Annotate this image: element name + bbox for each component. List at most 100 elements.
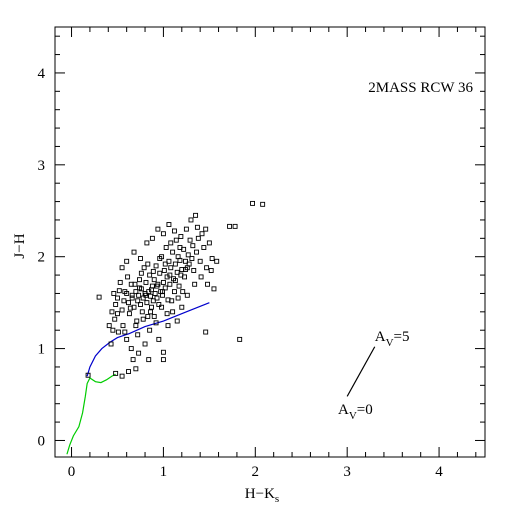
data-point [139,309,145,315]
data-point [205,281,210,287]
data-point [116,288,122,294]
loci-layer [66,302,376,455]
data-point [137,302,143,307]
data-point [111,291,117,296]
data-point [141,265,147,271]
x-tick-label: 3 [343,464,351,480]
data-point [108,341,114,347]
data-point [183,267,188,273]
reddening-vector-line [346,346,376,397]
data-point [121,298,127,304]
y-tick-label: 3 [38,158,46,174]
data-point [150,268,156,274]
data-point [152,291,158,296]
data-point [156,336,162,342]
data-point [160,279,166,285]
y-tick-label: 2 [38,250,46,266]
x-tick-label: 4 [435,464,443,480]
data-point [237,336,243,342]
data-point [145,261,151,267]
y-axis-label: J−H [12,233,28,258]
data-point [160,357,166,363]
data-point [96,294,102,300]
data-point [115,295,120,301]
data-point [164,311,170,317]
data-point [203,329,209,335]
data-point [144,240,150,246]
data-point [127,305,133,311]
data-point [119,373,125,379]
data-point [153,320,159,326]
data-point [260,201,266,207]
y-tick-label: 0 [38,433,46,449]
data-point [177,257,183,263]
y-tick-label: 4 [38,66,46,82]
data-point [115,311,120,317]
data-point [214,258,220,264]
data-point [113,370,119,376]
x-axis-label-main: H−K [245,486,275,502]
data-point [193,212,199,218]
data-point [109,309,115,315]
data-point [136,350,142,356]
data-point [250,200,255,206]
data-point [163,245,169,250]
data-point [119,265,125,271]
y-tick-label: 1 [38,342,46,358]
x-axis-label-subscript: s [275,493,279,505]
data-point [151,313,157,319]
data-point [168,240,174,246]
data-point [133,289,139,295]
data-point [172,278,178,284]
data-point [147,272,153,278]
data-point [131,249,137,255]
data-point [160,349,166,355]
data-point [112,316,118,322]
data-point [133,366,139,372]
ticks-layer [55,27,485,457]
data-point [177,245,183,250]
data-point [136,292,142,298]
data-point [124,258,130,264]
data-point [124,336,130,342]
data-point [178,234,184,239]
data-point [185,252,191,258]
data-point [171,228,177,234]
data-point [125,274,131,280]
data-point [192,281,198,287]
data-point [170,249,176,255]
data-point [140,316,146,322]
data-point [201,245,207,250]
data-point [169,298,175,304]
data-point [129,295,135,301]
data-point [148,309,154,315]
data-point [126,369,131,375]
data-point [153,263,159,269]
data-point [122,289,128,295]
data-point [144,300,150,306]
data-point [188,217,194,223]
chart-title: 2MASS RCW 36 [368,80,473,96]
data-point [175,295,181,301]
data-point [110,327,116,333]
data-point [156,302,162,307]
data-point [106,323,112,329]
data-point [186,261,192,267]
data-point [157,256,163,261]
data-point [227,223,233,229]
data-point [194,249,199,255]
data-point [134,318,140,324]
data-point [129,292,135,298]
data-point [170,309,176,315]
data-point [162,261,168,267]
data-point [149,304,154,310]
data-point [173,237,179,243]
reddening-annotation: AV=0 [338,402,373,422]
plot-frame [54,26,486,458]
data-point [137,277,142,283]
data-point [135,332,141,338]
data-point [150,298,156,304]
data-point [187,237,193,243]
data-point [162,285,168,291]
